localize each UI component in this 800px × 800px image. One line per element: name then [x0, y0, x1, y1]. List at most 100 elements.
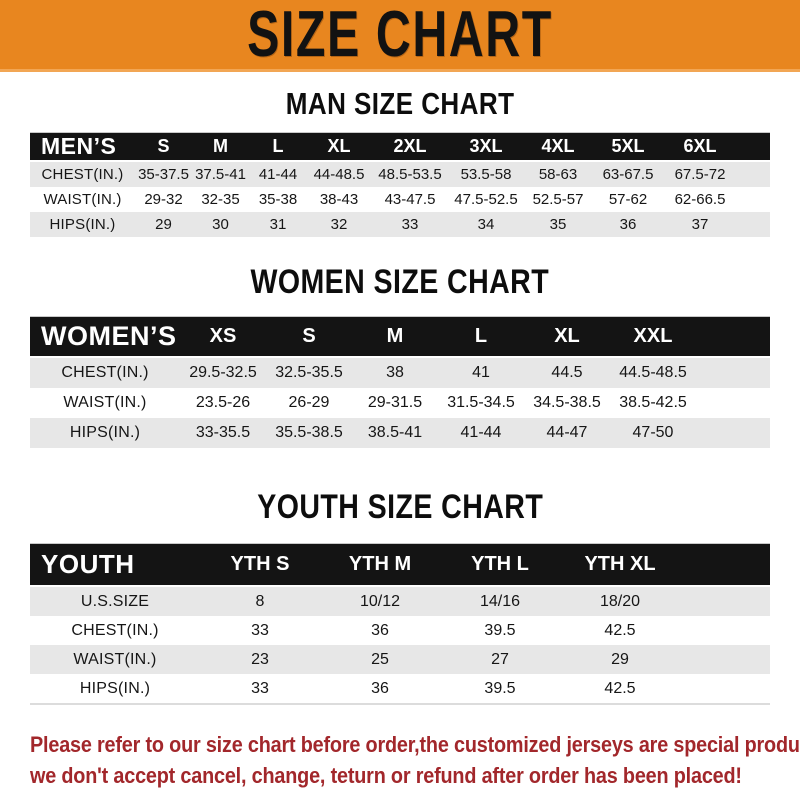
value-cell: 38.5-42.5	[619, 394, 687, 411]
youth-section-heading: YOUTH SIZE CHART	[0, 488, 800, 527]
value-cell: 29-31.5	[367, 394, 423, 411]
value-cell: 8	[255, 592, 265, 610]
banner: SIZE CHART	[0, 0, 800, 72]
value-cell: 41	[472, 364, 490, 381]
value-cell: 37.5-41	[195, 166, 246, 183]
table-row: CHEST(IN.) 35-37.5 37.5-41 41-44 44-48.5 48.5…	[30, 162, 770, 187]
header-spacer	[696, 316, 770, 358]
size-column-header: YTH M	[320, 543, 440, 587]
value-cell: 44.5-48.5	[619, 364, 687, 381]
value-cell: 41-44	[460, 424, 502, 441]
size-column-header: 5XL	[593, 132, 663, 162]
size-column-header: YTH L	[440, 543, 560, 587]
value-cell: 36	[619, 216, 637, 233]
row-label: WAIST(IN.)	[73, 650, 157, 668]
size-column-header: M	[352, 316, 438, 358]
row-spacer	[737, 212, 770, 237]
men-section-heading: MAN SIZE CHART	[0, 86, 800, 122]
row-label: WAIST(IN.)	[63, 394, 147, 411]
size-column-header: YTH XL	[560, 543, 680, 587]
table-row: HIPS(IN.) 33 36 39.5 42.5	[30, 674, 770, 703]
value-cell: 29.5-32.5	[189, 364, 257, 381]
row-spacer	[680, 674, 770, 703]
row-spacer	[737, 162, 770, 187]
table-group-label: WOMEN’S	[30, 316, 180, 358]
size-column-header: L	[438, 316, 524, 358]
size-column-header: 3XL	[449, 132, 523, 162]
header-spacer	[680, 543, 770, 587]
row-label: WAIST(IN.)	[43, 191, 122, 208]
size-column-header: XL	[524, 316, 610, 358]
value-cell: 52.5-57	[532, 191, 584, 208]
value-cell: 38.5-41	[367, 424, 423, 441]
value-cell: 42.5	[604, 621, 636, 639]
women-size-table: WOMEN’S XS S M L XL XXL CHEST(IN.) 29.5-32.5 32.…	[30, 316, 770, 448]
value-cell: 42.5	[604, 679, 636, 697]
value-cell: 18/20	[599, 592, 641, 610]
row-label: HIPS(IN.)	[69, 424, 141, 441]
footer-note-line-2: we don't accept cancel, change, teturn o…	[30, 763, 742, 788]
row-label: HIPS(IN.)	[79, 679, 151, 697]
row-spacer	[737, 187, 770, 212]
table-row: HIPS(IN.) 33-35.5 35.5-38.5 38.5-41 41-44 44-…	[30, 418, 770, 448]
row-spacer	[680, 645, 770, 674]
value-cell: 39.5	[484, 621, 516, 639]
table-group-label: YOUTH	[30, 543, 200, 587]
footer-note: Please refer to our size chart before or…	[30, 729, 800, 791]
value-cell: 44.5	[551, 364, 583, 381]
value-cell: 63-67.5	[602, 166, 654, 183]
table-row: U.S.SIZE 8 10/12 14/16 18/20	[30, 587, 770, 616]
section-youth: YOUTH SIZE CHART YOUTH YTH S YTH M YTH L YTH…	[0, 488, 800, 705]
table-row: WAIST(IN.) 29-32 32-35 35-38 38-43 43-47.5 47.…	[30, 187, 770, 212]
value-cell: 36	[371, 621, 389, 639]
value-cell: 23.5-26	[195, 394, 251, 411]
value-cell: 33	[251, 679, 269, 697]
value-cell: 14/16	[479, 592, 521, 610]
value-cell: 38-43	[319, 191, 359, 208]
value-cell: 31	[269, 216, 287, 233]
table-header-row: MEN’S S M L XL 2XL 3XL 4XL 5XL 6XL	[30, 132, 770, 162]
value-cell: 35	[549, 216, 567, 233]
value-cell: 35.5-38.5	[275, 424, 343, 441]
value-cell: 29	[155, 216, 172, 233]
table-header-row: WOMEN’S XS S M L XL XXL	[30, 316, 770, 358]
value-cell: 57-62	[608, 191, 648, 208]
row-label: CHEST(IN.)	[41, 166, 124, 183]
row-spacer	[696, 358, 770, 388]
row-spacer	[696, 388, 770, 418]
value-cell: 39.5	[484, 679, 516, 697]
value-cell: 38	[386, 364, 404, 381]
value-cell: 23	[251, 650, 269, 668]
women-section-heading-text: WOMEN SIZE CHART	[250, 263, 550, 301]
value-cell: 33-35.5	[195, 424, 251, 441]
size-column-header: XL	[307, 132, 371, 162]
row-spacer	[680, 587, 770, 616]
value-cell: 47-50	[632, 424, 674, 441]
size-column-header: 2XL	[371, 132, 449, 162]
size-column-header: XXL	[610, 316, 696, 358]
size-column-header: S	[266, 316, 352, 358]
value-cell: 48.5-53.5	[378, 166, 442, 183]
value-cell: 32.5-35.5	[275, 364, 343, 381]
value-cell: 53.5-58	[460, 166, 512, 183]
value-cell: 37	[691, 216, 709, 233]
value-cell: 34.5-38.5	[533, 394, 601, 411]
value-cell: 26-29	[288, 394, 330, 411]
value-cell: 31.5-34.5	[447, 394, 515, 411]
men-size-table: MEN’S S M L XL 2XL 3XL 4XL 5XL 6XL CHEST(IN.) 35-3…	[30, 132, 770, 237]
value-cell: 58-63	[538, 166, 578, 183]
value-cell: 30	[212, 216, 229, 233]
size-column-header: 6XL	[663, 132, 737, 162]
women-section-heading: WOMEN SIZE CHART	[0, 263, 800, 302]
value-cell: 29-32	[144, 191, 183, 208]
value-cell: 32-35	[201, 191, 240, 208]
men-section-heading-text: MAN SIZE CHART	[285, 86, 515, 121]
size-column-header: XS	[180, 316, 266, 358]
value-cell: 35-37.5	[138, 166, 189, 183]
row-label: HIPS(IN.)	[49, 216, 116, 233]
value-cell: 36	[371, 679, 389, 697]
youth-section-heading-text: YOUTH SIZE CHART	[257, 488, 543, 526]
value-cell: 27	[491, 650, 509, 668]
size-column-header: 4XL	[523, 132, 593, 162]
section-men: MAN SIZE CHART MEN’S S M L XL 2XL 3XL 4XL 5XL 6XL…	[0, 86, 800, 237]
